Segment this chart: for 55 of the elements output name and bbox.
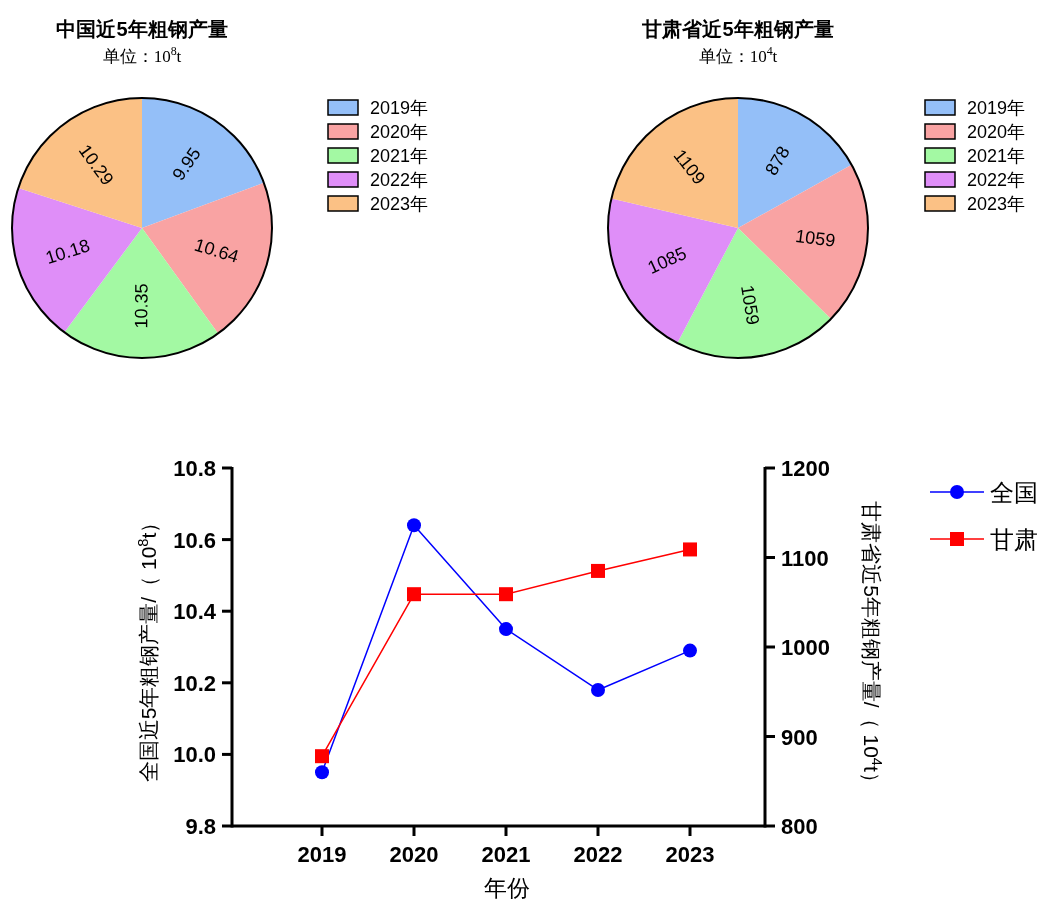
data-label: 1085 <box>644 243 690 278</box>
x-tick-label: 2019 <box>297 842 347 867</box>
point <box>407 587 421 602</box>
point <box>683 643 697 658</box>
legend-label: 2019年 <box>370 98 429 118</box>
x-tick-label: 2021 <box>481 842 531 867</box>
y2-tick-label: 800 <box>781 813 818 839</box>
point <box>499 622 513 637</box>
chart-subtitle: 单位：10$^{8}$t <box>102 44 182 66</box>
chart-title: 中国近5年粗钢产量 <box>56 18 228 40</box>
legend-label: 全国 <box>990 478 1038 506</box>
pie-slice <box>611 98 738 228</box>
point <box>315 749 329 764</box>
legend-label: 2023年 <box>370 194 429 214</box>
pie-slice <box>608 198 738 343</box>
legend-label: 甘肃 <box>990 525 1038 553</box>
pie-slice <box>142 98 264 228</box>
pie-slice <box>18 98 142 228</box>
point <box>315 765 329 780</box>
legend-label: 2020年 <box>370 122 429 142</box>
y2-tick-label: 1000 <box>781 634 830 660</box>
point <box>499 587 513 602</box>
y-tick-label: 10.8 <box>173 455 216 481</box>
y-tick-label: 10.6 <box>173 527 216 553</box>
y-tick-label: 10.2 <box>173 670 216 696</box>
legend-label: 2021年 <box>967 146 1026 166</box>
y-tick-label: 10.4 <box>173 598 217 624</box>
x-tick-label: 2020 <box>389 842 439 867</box>
y2-tick-label: 1100 <box>781 545 829 570</box>
data-label: 10.18 <box>43 235 93 269</box>
point <box>407 518 421 533</box>
data-label: 878 <box>761 142 794 179</box>
y-tick-label: 9.8 <box>185 813 216 839</box>
chart-title: 甘肃省近5年粗钢产量 <box>641 18 834 40</box>
x-axis-title: 年份 <box>483 875 530 901</box>
data-label: 10.64 <box>192 234 242 267</box>
data-label: 1059 <box>737 283 764 327</box>
legend-label: 2021年 <box>370 146 429 166</box>
chart-subtitle: 单位：10$^{4}$t <box>698 44 778 66</box>
legend-label: 2022年 <box>370 170 429 190</box>
point <box>591 563 605 578</box>
legend-label: 2022年 <box>967 170 1026 190</box>
data-label: 1059 <box>794 225 837 251</box>
point <box>683 542 697 557</box>
x-tick-label: 2022 <box>573 842 623 867</box>
data-label: 10.35 <box>131 283 152 329</box>
legend-label: 2023年 <box>967 194 1026 214</box>
legend-label: 2020年 <box>967 122 1026 142</box>
y-tick-label: 10.0 <box>173 741 216 767</box>
y2-tick-label: 1200 <box>781 455 830 481</box>
legend-label: 2019年 <box>967 98 1026 118</box>
point <box>591 682 605 697</box>
y2-tick-label: 900 <box>781 724 818 749</box>
pie-slice <box>738 98 852 228</box>
x-tick-label: 2023 <box>665 842 715 867</box>
